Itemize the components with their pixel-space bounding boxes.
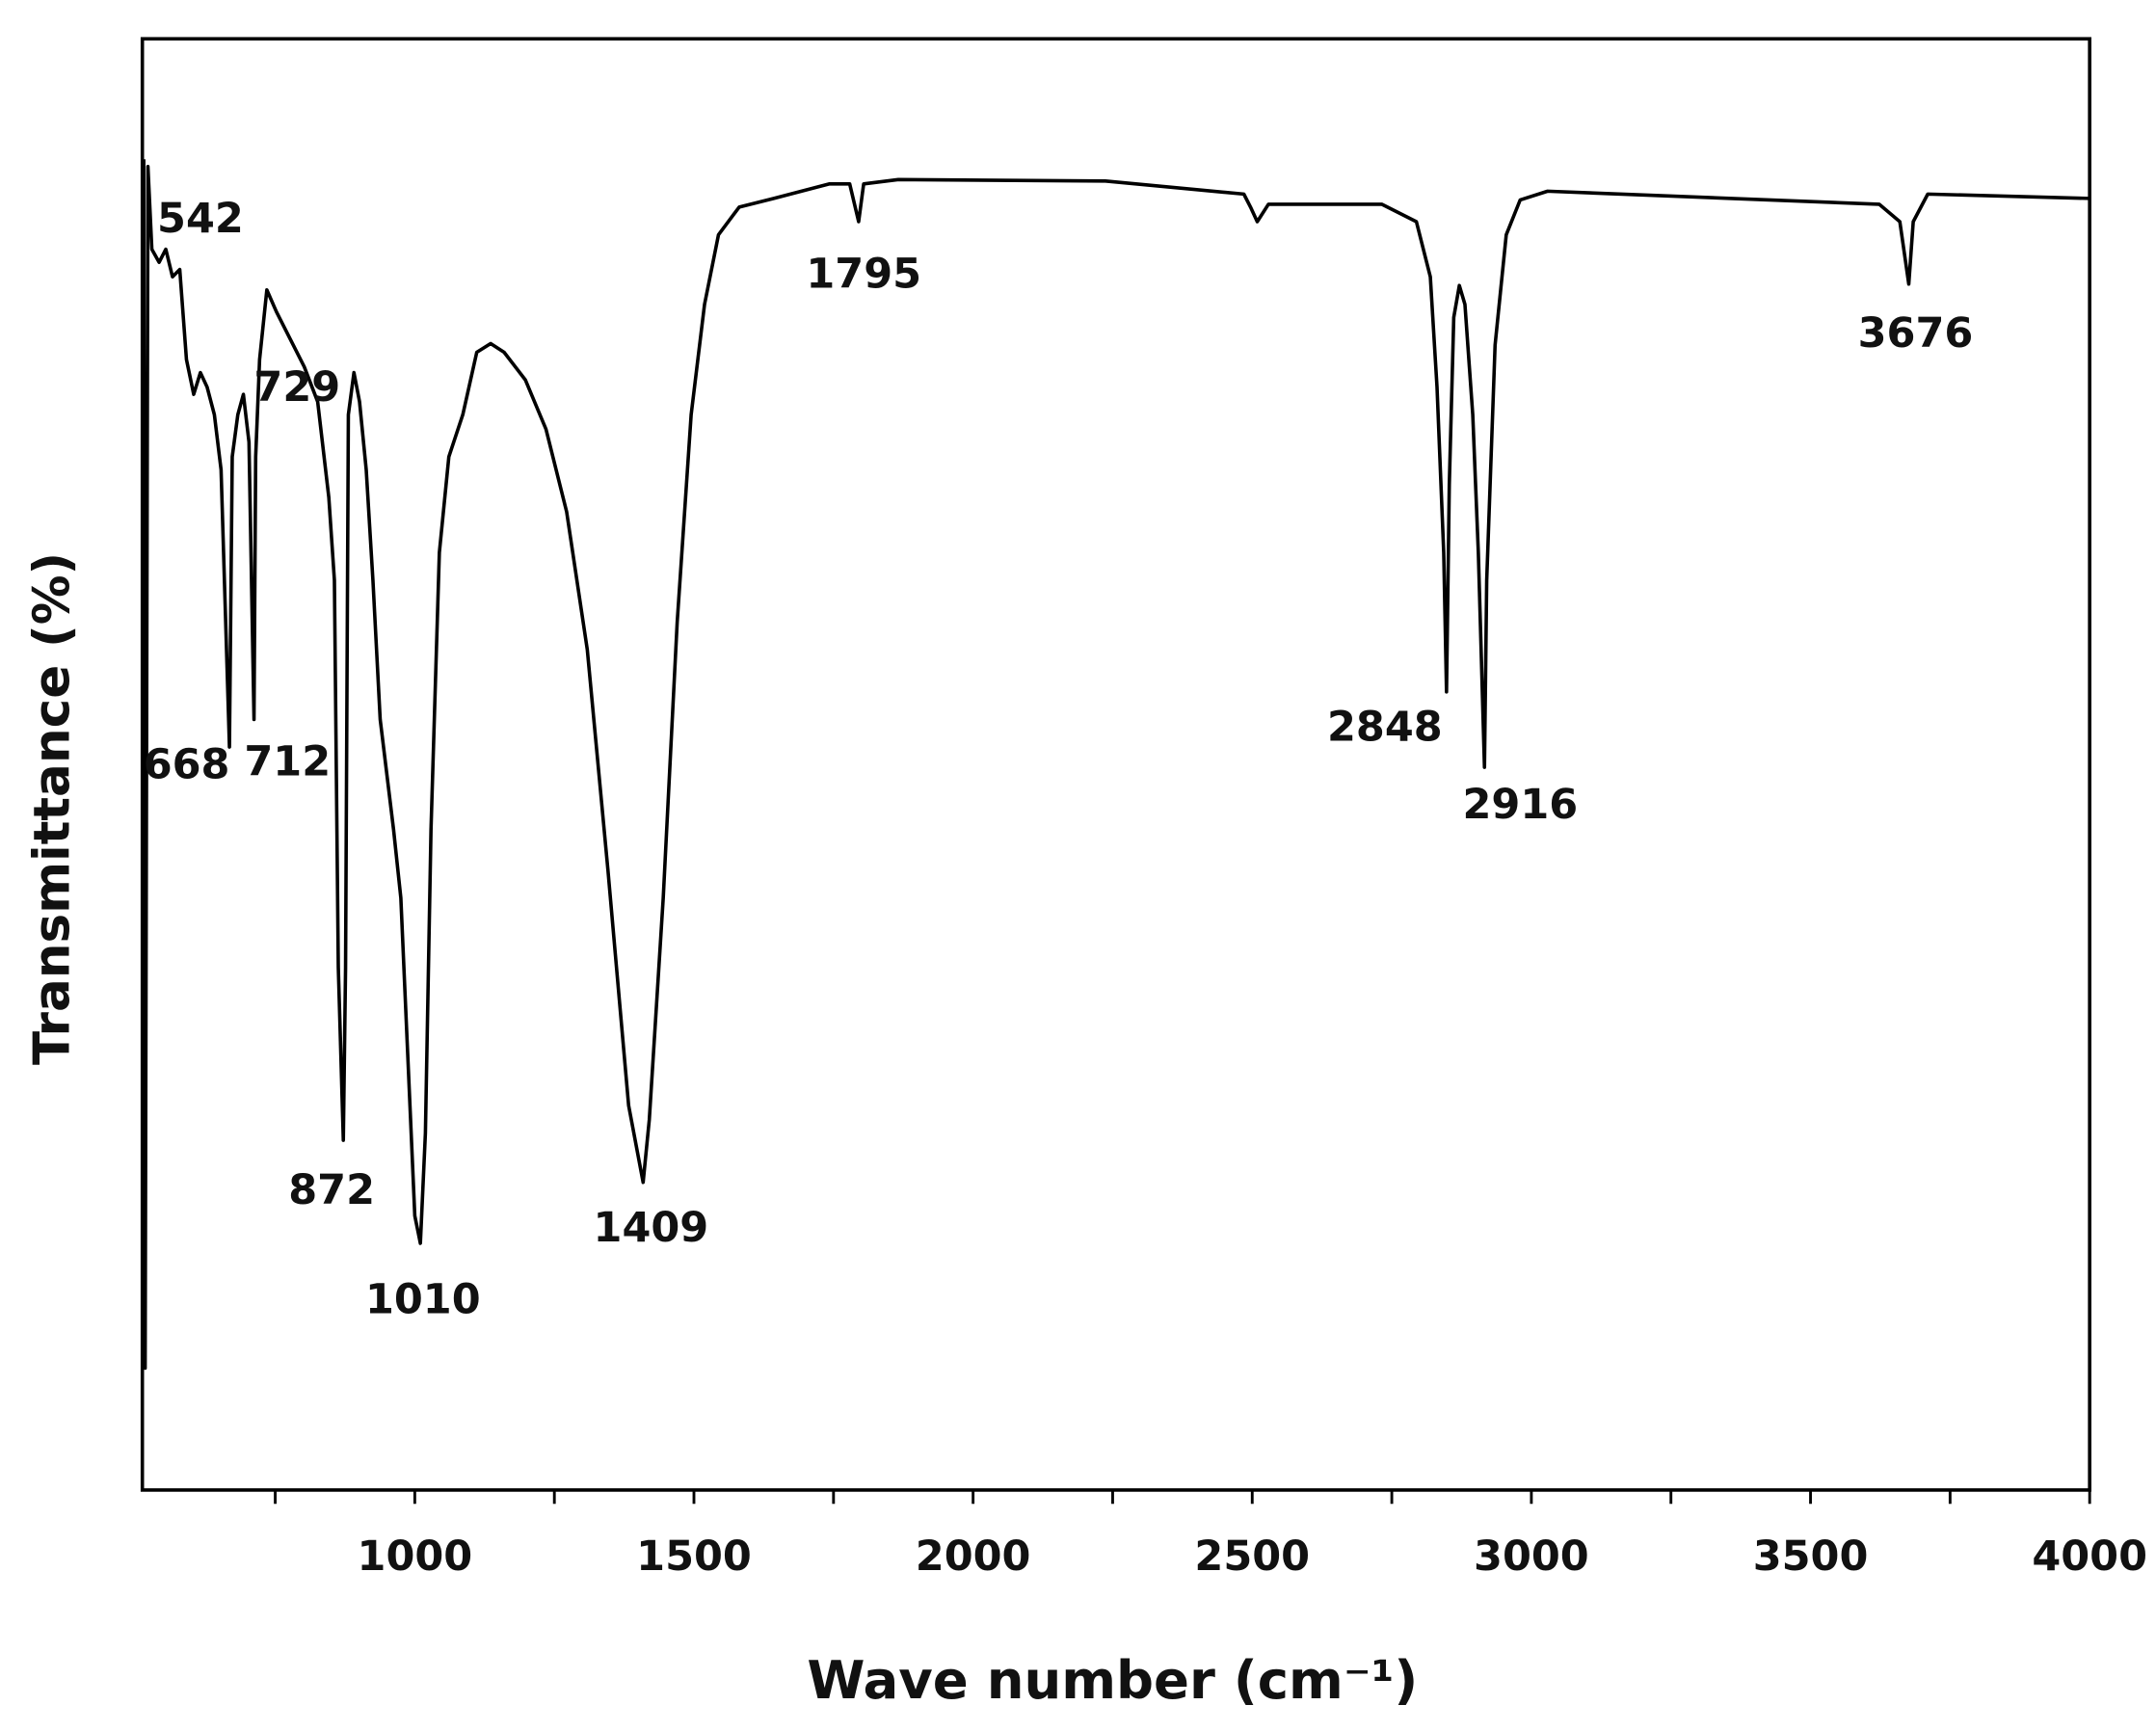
plot-frame: [140, 37, 2091, 1492]
x-axis-title: Wave number (cm⁻¹): [807, 1649, 1418, 1711]
peak-label: 3676: [1858, 309, 1974, 358]
x-tick-label: 2000: [916, 1532, 1031, 1581]
peak-label: 668: [144, 740, 230, 788]
peak-label: 1010: [365, 1275, 481, 1323]
peak-label: 712: [244, 738, 331, 786]
x-tick-label: 2500: [1194, 1532, 1310, 1581]
peak-label: 2916: [1463, 781, 1579, 829]
peak-label: 1409: [594, 1204, 709, 1252]
x-tick-label: 1000: [358, 1532, 473, 1581]
peak-label: 729: [253, 363, 340, 412]
x-tick-label: 3000: [1474, 1532, 1589, 1581]
y-axis-title: Transmittance (%): [23, 552, 81, 1065]
peak-label: 872: [288, 1166, 375, 1214]
peak-label: 542: [157, 195, 244, 243]
peak-label: 2848: [1327, 704, 1443, 752]
peak-label: 1795: [806, 250, 921, 298]
spectrum-line: [142, 159, 2090, 1371]
x-tick-label: 3500: [1753, 1532, 1869, 1581]
x-tick-label: 1500: [636, 1532, 752, 1581]
x-tick-label: 4000: [2032, 1532, 2147, 1581]
